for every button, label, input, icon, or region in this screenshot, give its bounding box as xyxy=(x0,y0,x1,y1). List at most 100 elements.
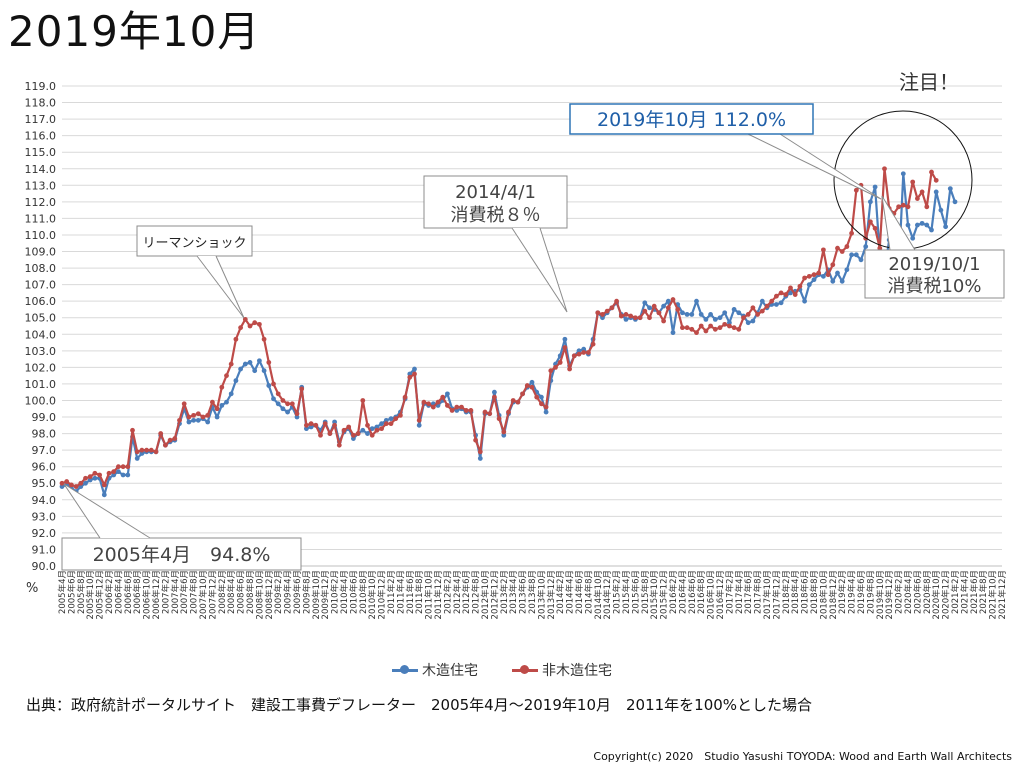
x-tick-label: 2006年12月 xyxy=(151,570,162,619)
data-point xyxy=(73,484,79,489)
data-point xyxy=(557,360,563,365)
x-tick-label: 2019年10月 xyxy=(875,570,886,619)
data-point xyxy=(388,421,394,427)
data-point xyxy=(195,411,201,417)
data-point xyxy=(304,426,309,432)
data-point xyxy=(360,427,366,433)
x-tick-label: 2014年4月 xyxy=(565,570,576,614)
x-tick-label: 2020年8月 xyxy=(922,570,933,614)
data-point xyxy=(69,482,74,488)
x-tick-label: 2018年8月 xyxy=(809,570,820,614)
data-point xyxy=(388,416,394,422)
data-point xyxy=(830,278,836,284)
x-tick-label: 2021年12月 xyxy=(997,570,1008,619)
data-point xyxy=(905,222,911,228)
x-tick-label: 2009年12月 xyxy=(320,570,331,619)
data-point xyxy=(238,366,244,372)
data-point xyxy=(774,302,779,307)
data-point xyxy=(717,315,723,321)
callout-box-2019-tax xyxy=(864,249,1005,299)
data-point xyxy=(665,305,671,311)
data-point xyxy=(59,484,65,489)
x-tick-label: 2008年6月 xyxy=(236,570,247,614)
data-point xyxy=(496,416,502,422)
x-tick-label: 2017年2月 xyxy=(724,570,735,614)
data-point xyxy=(463,408,469,413)
data-point xyxy=(712,316,718,322)
x-tick-label: 2013年6月 xyxy=(518,570,529,614)
data-point xyxy=(722,321,728,327)
data-point xyxy=(703,328,709,334)
data-point xyxy=(97,472,102,478)
data-point xyxy=(717,325,723,331)
data-point xyxy=(553,364,558,370)
x-tick-label: 2010年10月 xyxy=(367,570,378,619)
data-point xyxy=(562,336,568,342)
x-tick-label: 2011年6月 xyxy=(405,570,416,614)
data-point xyxy=(139,447,145,453)
data-point xyxy=(186,419,192,425)
data-point xyxy=(224,373,229,379)
data-point xyxy=(915,196,920,201)
x-tick-label: 2005年10月 xyxy=(85,570,96,619)
chart: 90.0 91.0 92.0 93.0 94.0 95.0 96.0 97.0 98.0 99.0… xyxy=(25,70,1009,619)
y-tick-label: 107.0 xyxy=(25,279,57,292)
data-point xyxy=(64,479,70,484)
callout-text-lehman: リーマンショック xyxy=(142,236,246,251)
data-point xyxy=(689,326,695,332)
data-point xyxy=(148,447,154,453)
data-point xyxy=(910,235,916,241)
data-point xyxy=(379,426,384,432)
data-point xyxy=(492,389,497,395)
data-point xyxy=(586,350,591,355)
data-point xyxy=(172,436,178,441)
data-point xyxy=(712,326,718,332)
x-tick-label: 2005年12月 xyxy=(95,570,106,619)
data-point xyxy=(78,480,84,486)
x-tick-label: 2006年10月 xyxy=(142,570,153,619)
x-tick-label: 2020年4月 xyxy=(903,570,914,614)
data-point xyxy=(383,417,389,423)
data-point xyxy=(294,414,300,420)
data-point xyxy=(374,424,380,430)
data-point xyxy=(651,303,657,309)
data-point xyxy=(238,325,244,331)
data-point xyxy=(877,245,883,251)
x-tick-label: 2015年12月 xyxy=(659,570,670,619)
data-point xyxy=(87,474,93,480)
data-point xyxy=(402,394,408,400)
data-point xyxy=(125,464,131,470)
x-tick-label: 2006年8月 xyxy=(132,570,143,614)
y-tick-label: 94.0 xyxy=(32,494,57,507)
x-tick-label: 2012年10月 xyxy=(480,570,491,619)
x-tick-label: 2014年2月 xyxy=(555,570,566,614)
data-point xyxy=(694,330,699,336)
x-tick-label: 2008年10月 xyxy=(254,570,265,619)
data-point xyxy=(83,480,88,486)
data-point xyxy=(247,323,253,329)
data-point xyxy=(642,300,648,306)
callout-pointer-2005 xyxy=(63,483,151,539)
data-point xyxy=(802,275,807,281)
data-point xyxy=(501,429,507,435)
x-tick-label: 2007年8月 xyxy=(189,570,200,614)
data-point xyxy=(416,422,422,428)
x-tick-label: 2015年6月 xyxy=(630,570,641,614)
x-tick-label: 2016年4月 xyxy=(677,570,688,614)
data-point xyxy=(524,383,530,388)
copyright-text: Copyright(c) 2020 Studio Yasushi TOYODA:… xyxy=(593,750,1012,763)
data-point xyxy=(736,310,742,316)
x-tick-label: 2010年2月 xyxy=(330,570,341,614)
x-tick-label: 2013年8月 xyxy=(527,570,538,614)
data-point xyxy=(59,480,65,486)
data-point xyxy=(647,305,652,311)
x-tick-label: 2012年2月 xyxy=(442,570,453,614)
callout-pointer-lehman xyxy=(196,255,245,319)
data-point xyxy=(92,475,98,481)
y-tick-label: 97.0 xyxy=(32,444,57,457)
y-tick-label: 92.0 xyxy=(32,527,57,540)
data-point xyxy=(92,470,98,476)
x-tick-label: 2013年12月 xyxy=(546,570,557,619)
data-point xyxy=(435,399,441,405)
data-point xyxy=(181,401,187,407)
